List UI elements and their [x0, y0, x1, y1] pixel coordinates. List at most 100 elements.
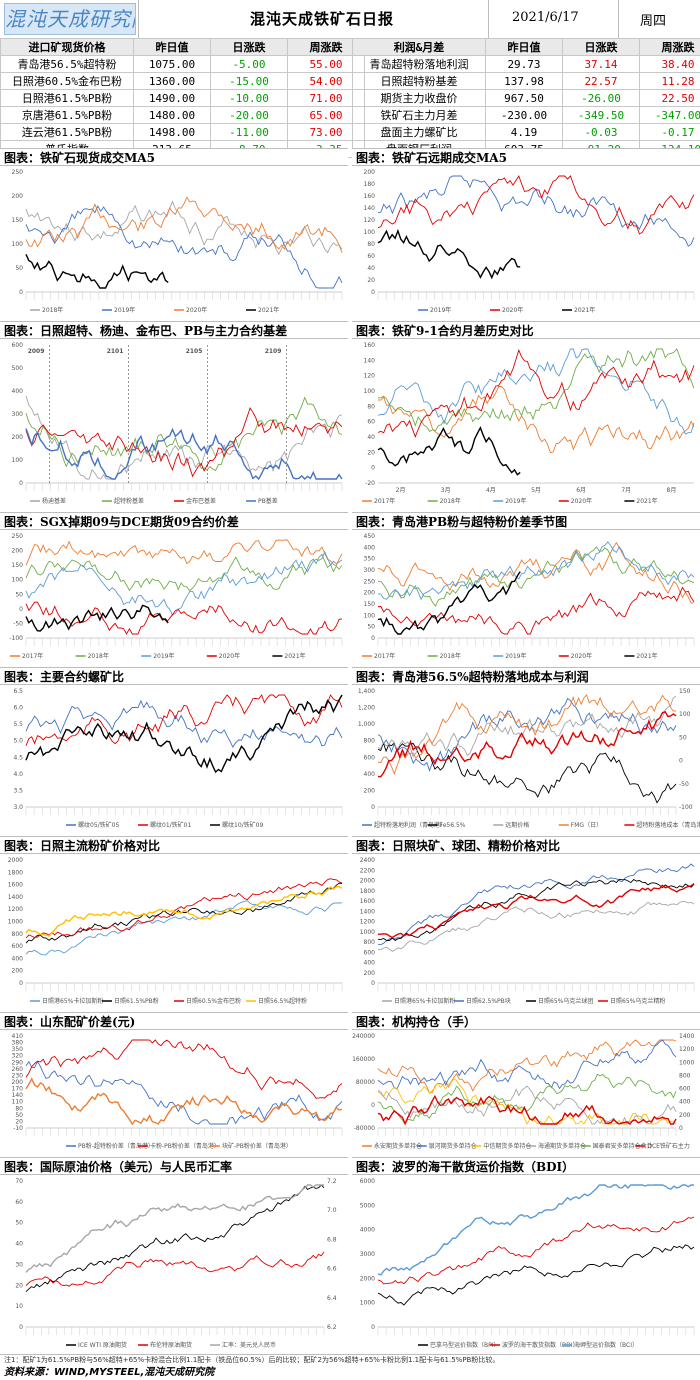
y-tick-label: 20	[367, 449, 375, 456]
series-line	[377, 1094, 677, 1126]
legend-label: 海通期货多单持仓	[538, 1142, 586, 1150]
chart-area: 250 200 150 100 50 0 -50 -100 2017年 2018年 2019年 202…	[0, 530, 348, 664]
table-cell: -5.00	[210, 55, 288, 73]
y-tick-label: 1200	[8, 906, 23, 913]
chart-legend: 2019年 2020年 2021年	[418, 306, 595, 314]
series-line	[377, 710, 677, 778]
legend-label: 2017年	[22, 652, 43, 660]
chart-area: 6.5 6.0 5.5 5.0 4.5 4.0 3.5 3.0 螺纹05/铁矿05 螺纹01/铁矿…	[0, 685, 348, 833]
y-tick-label: 6.0	[13, 705, 23, 712]
y2-tick-label: 6.6	[327, 1266, 337, 1273]
table-cell: 京唐港61.5%PB粉	[0, 106, 134, 124]
y-tick-label: -50	[13, 620, 23, 627]
y-tick-label: 0	[371, 980, 375, 987]
legend-label: 螺纹10/铁矿09	[222, 821, 263, 829]
legend-label: 2017年	[374, 652, 395, 660]
y-tick-label: 120	[364, 373, 376, 380]
series-line	[25, 882, 343, 944]
y-tick-label: 1800	[360, 888, 375, 895]
y-tick-label: 1200	[360, 919, 375, 926]
y2-tick-label: 150	[679, 688, 691, 695]
y-tick-label: 2200	[360, 867, 375, 874]
y-tick-label: 40	[367, 434, 375, 441]
table-cell: 137.98	[485, 72, 563, 90]
y-tick-label: 140	[364, 357, 376, 364]
y2-tick-label: 0	[679, 758, 683, 765]
y-tick-label: 350	[12, 1046, 24, 1053]
y-tick-label: 140	[12, 1092, 24, 1099]
y-tick-label: 380	[12, 1040, 24, 1047]
series-line	[377, 571, 521, 635]
y-tick-label: 20	[15, 1282, 23, 1289]
table-cell: 37.14	[562, 55, 640, 73]
y2-tick-label: 50	[679, 734, 687, 741]
legend-label: 波罗的海干散货指数（BDI）	[502, 1341, 579, 1349]
chart-title: 图表：主要合约螺矿比	[0, 667, 348, 685]
table-cell: 盘面主力螺矿比	[352, 123, 486, 141]
y-tick-label: 2400	[360, 857, 375, 864]
header-divider	[138, 0, 139, 38]
chart-legend: 2018年 2019年 2020年 2021年	[30, 306, 279, 314]
footnote: 注1：配矿1为61.5%PB粉与56%超特+65%卡粉混合比例1.1配卡（铁品位…	[0, 1354, 700, 1366]
x-tick-label: 5月	[531, 487, 541, 494]
profit-spread-table: 利润&月差 昨日值 日涨跌 周涨跌 青岛超特粉落地利润 29.73 37.14 38.40 日照…	[352, 38, 700, 158]
y-tick-label: 0	[371, 465, 375, 472]
y-tick-label: -10	[13, 1125, 23, 1132]
y-tick-label: -80000	[354, 1125, 375, 1132]
y-tick-label: 70	[15, 1178, 23, 1185]
y-tick-label: 50	[367, 624, 375, 631]
legend-label: 块矿-PB粉价差（青岛港）	[222, 1142, 292, 1150]
y-tick-label: 1,000	[358, 721, 375, 728]
legend-label: 2018年	[42, 306, 63, 314]
series-line	[377, 586, 695, 635]
y-tick-label: 160	[364, 193, 376, 200]
chart-svg: 6.5 6.0 5.5 5.0 4.5 4.0 3.5 3.0 螺纹05/铁矿05 螺纹01/铁矿…	[13, 688, 343, 829]
legend-label: 日照61.5%PB粉	[114, 997, 159, 1005]
table-cell: -11.00	[210, 123, 288, 141]
series-line	[377, 1039, 677, 1090]
legend-label: 国泰君安多单持仓合计	[593, 1142, 653, 1150]
series-line	[377, 694, 677, 776]
series-line	[377, 348, 695, 435]
y2-tick-label: 100	[679, 711, 691, 718]
legend-label: 2018年	[440, 497, 461, 505]
series-line	[377, 1216, 695, 1285]
series-line	[377, 174, 695, 235]
y-tick-label: 600	[364, 754, 376, 761]
report-date: 2021/6/17	[512, 10, 579, 25]
y-tick-label: 400	[364, 960, 376, 967]
table-cell: 55.00	[287, 55, 365, 73]
y-tick-label: 800	[12, 931, 24, 938]
y-tick-label: 0	[371, 1324, 375, 1331]
legend-label: 金布巴基差	[186, 497, 216, 505]
legend-label: 2019年	[153, 652, 174, 660]
series-line	[377, 1073, 677, 1125]
y-tick-label: 180	[364, 181, 376, 188]
series-line	[25, 694, 343, 746]
chart-area: 200 180 160 140 120 100 80 60 40 20 0 2019年 2020年 202…	[352, 166, 700, 318]
series-line	[377, 228, 521, 280]
y-tick-label: 0	[19, 480, 23, 487]
chart-title: 图表：铁矿9-1合约月差历史对比	[352, 321, 700, 339]
y-tick-label: 320	[12, 1053, 24, 1060]
y-tick-label: 260	[12, 1066, 24, 1073]
chart-legend: 2017年 2018年 2019年 2020年 2021年	[362, 497, 658, 505]
spot-price-table: 进口矿现货价格 昨日值 日涨跌 周涨跌 青岛港56.5%超特粉 1075.00 -5.00 5…	[0, 38, 365, 158]
legend-label: 2017年	[374, 497, 395, 505]
y-tick-label: 160000	[352, 1056, 375, 1063]
y2-tick-label: 6.8	[327, 1236, 337, 1243]
legend-label: 巴拿马型运价指数（BPI）	[430, 1341, 500, 1349]
series-line	[25, 1077, 343, 1126]
x-tick-label: 3月	[441, 487, 451, 494]
y-tick-label: 0	[371, 804, 375, 811]
legend-label: 中信期货多单持仓	[483, 1142, 531, 1150]
chart-area: 240000 160000 80000 0 -80000 1400 1200 1000 800 6…	[352, 1030, 700, 1154]
y-tick-label: 200	[12, 548, 24, 555]
x-tick-label: 8月	[667, 487, 677, 494]
series-line	[377, 541, 694, 604]
y-tick-label: 100	[12, 457, 24, 464]
table-cell: 1360.00	[133, 72, 211, 90]
series-line	[25, 396, 343, 472]
legend-label: 汇率：美元兑人民币	[222, 1341, 276, 1349]
table-row: 期货主力收盘价 967.50 -26.00 22.50	[352, 89, 700, 107]
